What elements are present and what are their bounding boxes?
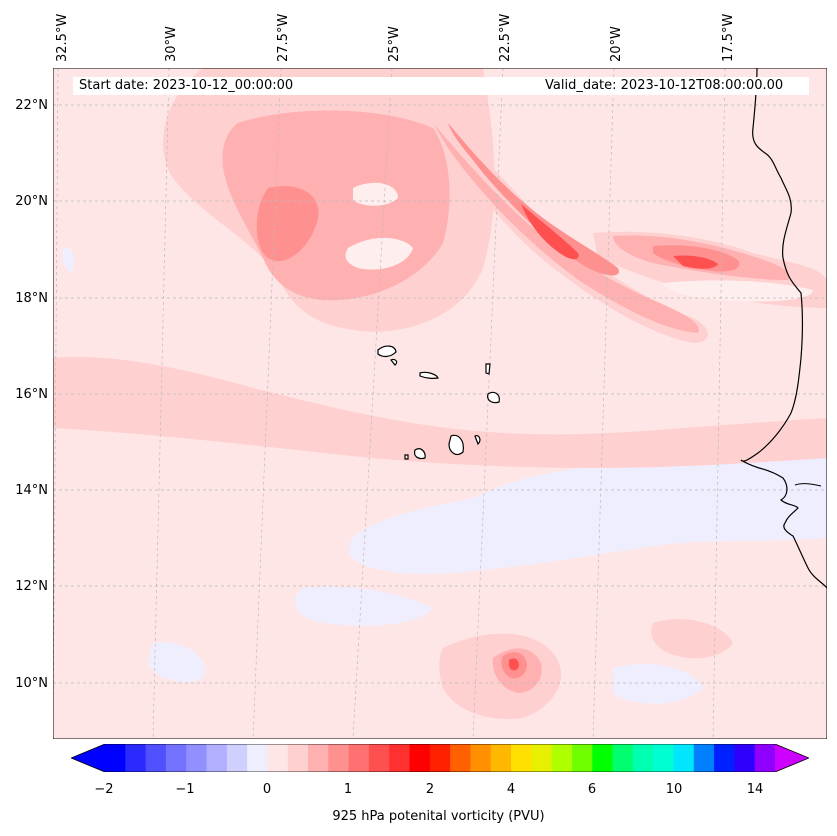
lon-label-17.5w: 17.5°W	[721, 13, 736, 62]
colorbar-tick-14: 14	[746, 782, 764, 797]
low-pv-patches	[345, 182, 813, 302]
start-date-title: Start date: 2023-10-12_00:00:00	[73, 77, 549, 95]
valid-date-title: Valid_date: 2023-10-12T08:00:00.00	[540, 77, 809, 95]
colorbar-segment	[206, 744, 228, 772]
colorbar-tick-0: 0	[262, 782, 272, 797]
colorbar-segment	[429, 744, 451, 772]
colorbar-tick-10: 10	[665, 782, 683, 797]
colorbar-extend-low	[71, 744, 105, 772]
colorbar-segment	[389, 744, 411, 772]
colorbar-segment	[267, 744, 289, 772]
colorbar	[71, 744, 809, 772]
lon-label-25w: 25°W	[387, 26, 402, 62]
colorbar-tick-2: 2	[425, 782, 435, 797]
colorbar-segment	[328, 744, 350, 772]
colorbar-segment	[531, 744, 553, 772]
colorbar-segment	[287, 744, 309, 772]
colorbar-segment	[125, 744, 147, 772]
colorbar-segment	[368, 744, 390, 772]
colorbar-segment	[308, 744, 329, 772]
colorbar-segment	[632, 744, 654, 772]
lat-label-12n: 12°N	[15, 579, 48, 594]
colorbar-segment	[511, 744, 532, 772]
lon-label-32.5w: 32.5°W	[55, 13, 70, 62]
colorbar-segment	[571, 744, 593, 772]
lat-label-20n: 20°N	[15, 194, 48, 209]
vorticity-map[interactable]	[53, 68, 827, 739]
africa-coastline	[740, 68, 827, 589]
colorbar-label: 925 hPa potenital vorticity (PVU)	[332, 809, 545, 824]
colorbar-segment	[673, 744, 695, 772]
colorbar-tick-4: 4	[506, 782, 516, 797]
colorbar-tick-neg2: −2	[94, 782, 114, 797]
colorbar-segment	[754, 744, 776, 772]
lat-label-10n: 10°N	[15, 676, 48, 691]
colorbar-segment	[551, 744, 573, 772]
colorbar-segment	[247, 744, 268, 772]
lat-label-14n: 14°N	[15, 483, 48, 498]
colorbar-segment	[490, 744, 512, 772]
graticule	[53, 68, 827, 739]
negative-pv-areas	[62, 247, 827, 704]
colorbar-tick-6: 6	[587, 782, 597, 797]
colorbar-segment	[612, 744, 634, 772]
lat-label-22n: 22°N	[15, 98, 48, 113]
colorbar-segment	[409, 744, 431, 772]
lon-label-27.5w: 27.5°W	[276, 13, 291, 62]
lon-label-20w: 20°W	[609, 26, 624, 62]
pv-2-contours	[509, 204, 718, 671]
colorbar-segment	[653, 744, 674, 772]
colorbar-segment	[226, 744, 248, 772]
colorbar-tick-neg1: −1	[175, 782, 195, 797]
colorbar-segment	[105, 744, 126, 772]
colorbar-segment	[348, 744, 370, 772]
colorbar-tick-1: 1	[343, 782, 353, 797]
lat-label-18n: 18°N	[15, 291, 48, 306]
lat-label-16n: 16°N	[15, 387, 48, 402]
colorbar-segment	[186, 744, 208, 772]
colorbar-segment	[734, 744, 756, 772]
lon-label-30w: 30°W	[164, 26, 179, 62]
lon-label-22.5w: 22.5°W	[498, 13, 513, 62]
senegal-river-mouth	[794, 482, 822, 487]
colorbar-segment	[450, 744, 471, 772]
colorbar-segment	[470, 744, 492, 772]
colorbar-extend-high	[775, 744, 809, 772]
colorbar-segment	[714, 744, 735, 772]
colorbar-segment	[165, 744, 187, 772]
cape-verde-islands	[377, 345, 500, 460]
colorbar-segment	[592, 744, 614, 772]
colorbar-segment	[693, 744, 715, 772]
colorbar-segment	[145, 744, 167, 772]
